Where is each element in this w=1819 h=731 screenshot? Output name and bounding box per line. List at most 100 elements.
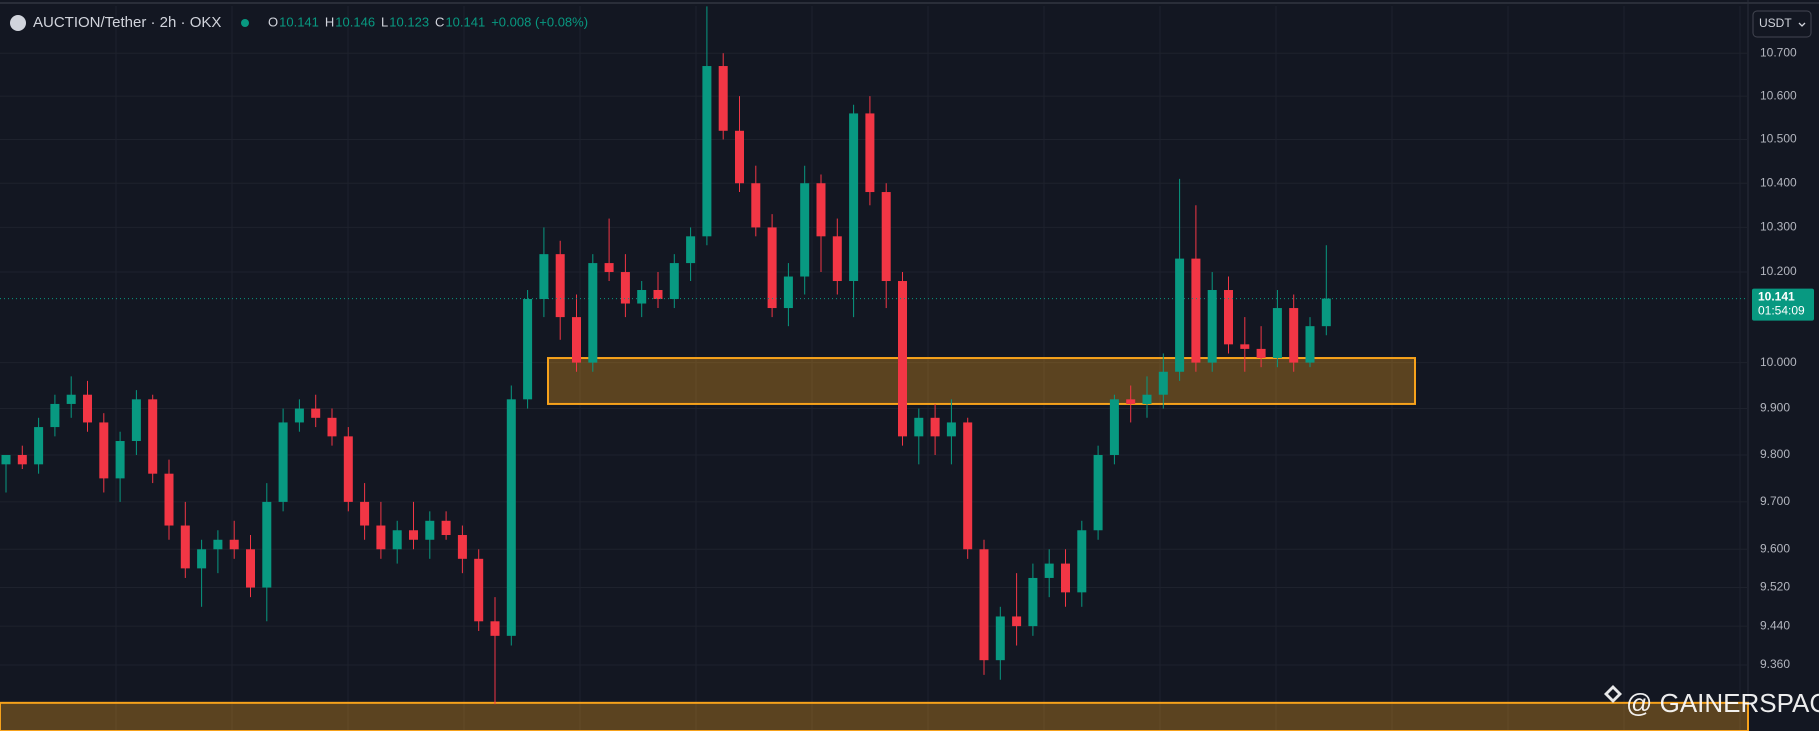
currency-box[interactable] <box>1752 10 1812 38</box>
candle-body <box>930 417 940 437</box>
candle-body <box>409 530 418 540</box>
candle-body <box>865 113 875 193</box>
candle-body <box>637 290 647 304</box>
y-tick-label: 9.520 <box>1760 580 1790 594</box>
countdown-label: 01:54:09 <box>1758 304 1805 318</box>
candle-body <box>392 530 402 550</box>
ohlc-value: 10.141 <box>279 14 319 29</box>
ohlc-change: +0.008 (+0.08%) <box>491 14 588 29</box>
candle-body <box>995 616 1005 661</box>
ohlc-key: H <box>325 14 334 29</box>
y-tick-label: 9.900 <box>1760 401 1790 415</box>
candle-body <box>1126 399 1136 404</box>
candle-body <box>50 403 60 428</box>
y-tick-label: 10.400 <box>1760 175 1797 189</box>
candle-body <box>148 399 158 474</box>
candle-body <box>767 227 777 309</box>
candle-body <box>1256 348 1266 359</box>
candle-body <box>278 422 288 502</box>
zone <box>0 701 1749 731</box>
candle-body <box>343 436 353 502</box>
candle-body <box>849 113 859 282</box>
watermark: @ GAINERSPACK <box>1604 685 1819 718</box>
candle-body <box>832 236 842 282</box>
candle-body <box>83 394 92 423</box>
y-tick-label: 9.360 <box>1760 657 1790 671</box>
candle-body <box>1207 290 1217 363</box>
candle-body <box>457 535 467 559</box>
candle-body <box>946 422 956 437</box>
header: AUCTION/Tether · 2h · OKX O 10.141 H 10.146… <box>10 14 588 31</box>
candle-body <box>881 192 891 282</box>
watermark-logo <box>1604 685 1622 703</box>
candle-body <box>115 441 125 479</box>
candles <box>1 6 1331 705</box>
ohlc-value: 10.141 <box>445 14 485 29</box>
y-tick-label: 10.200 <box>1760 264 1797 278</box>
current-price-label: 10.141 <box>1758 290 1795 304</box>
candle-body <box>197 549 207 569</box>
candle-body <box>735 130 744 184</box>
candle-body <box>572 317 581 363</box>
candle-body <box>914 417 924 437</box>
current-price-box <box>1752 288 1814 321</box>
candle-body <box>34 427 44 465</box>
candle-body <box>327 417 337 437</box>
y-tick-label: 9.440 <box>1760 618 1790 632</box>
candle-body <box>1093 454 1103 531</box>
candle-body <box>164 473 174 526</box>
y-tick-label: 9.800 <box>1760 447 1790 461</box>
currency-button[interactable]: USDT <box>1752 10 1812 38</box>
candle-body <box>1 454 11 465</box>
candle-body <box>555 254 565 318</box>
candle-body <box>1044 563 1054 578</box>
candle-body <box>99 422 109 479</box>
candle-body <box>1028 577 1038 627</box>
candle-body <box>506 399 516 636</box>
y-tick-label: 10.500 <box>1760 132 1797 146</box>
y-tick-label: 9.700 <box>1760 494 1790 508</box>
candle-body <box>441 520 451 536</box>
candle-body <box>783 276 793 309</box>
zone <box>547 357 1416 405</box>
candle-body <box>539 254 549 300</box>
candle-body <box>311 408 321 418</box>
candle-body <box>1012 616 1022 627</box>
candle-body <box>1061 563 1070 593</box>
candle-body <box>180 525 190 569</box>
candle-body <box>686 236 696 264</box>
candle-body <box>702 66 712 237</box>
candle-body <box>131 399 141 442</box>
ohlc-key: L <box>381 14 388 29</box>
candle-body <box>66 394 76 404</box>
candle-body <box>751 183 761 228</box>
candle-body <box>1224 290 1233 345</box>
currency-label[interactable]: USDT <box>1759 16 1792 30</box>
candle-body <box>376 525 386 550</box>
candle-body <box>653 290 663 300</box>
ohlc-value: 10.146 <box>335 14 375 29</box>
candle-body <box>1077 530 1087 593</box>
candle-body <box>523 299 533 400</box>
candle-body <box>588 263 598 363</box>
y-tick-label: 10.000 <box>1760 355 1797 369</box>
y-tick-label: 10.600 <box>1760 88 1797 102</box>
candle-body <box>718 66 728 131</box>
candle-body <box>1191 258 1201 363</box>
candle-body <box>1272 308 1282 359</box>
candle-body <box>490 621 500 636</box>
y-tick-label: 10.700 <box>1760 45 1797 59</box>
candle-body <box>620 272 630 304</box>
dropdown-arrow[interactable] <box>1798 22 1806 27</box>
y-tick-label: 10.300 <box>1760 220 1797 234</box>
candle-body <box>1158 371 1168 395</box>
y-tick-label: 9.600 <box>1760 541 1790 555</box>
ohlc-key: C <box>435 14 444 29</box>
candle-body <box>1175 258 1185 372</box>
candle-body <box>213 539 223 550</box>
candle-body <box>246 549 255 588</box>
candle-body <box>963 422 973 550</box>
